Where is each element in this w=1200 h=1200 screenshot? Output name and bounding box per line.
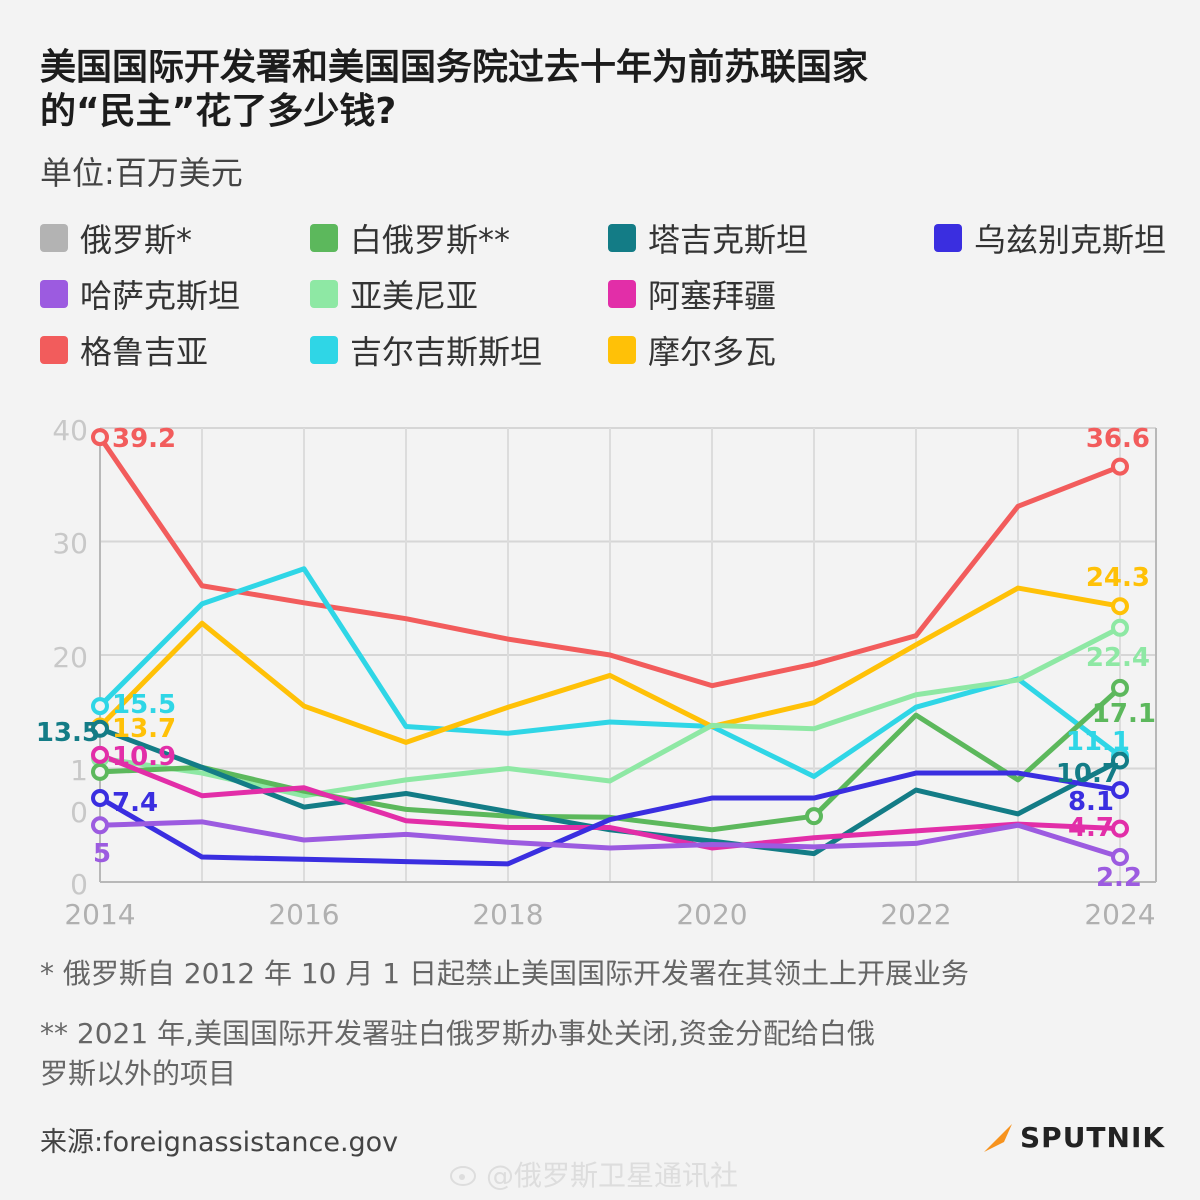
data-label: 39.2	[112, 424, 176, 454]
data-point-marker	[1111, 678, 1129, 697]
legend-swatch	[40, 224, 68, 252]
data-point-marker	[1111, 819, 1129, 838]
source-text: 来源:foreignassistance.gov	[40, 1127, 399, 1158]
series-line	[98, 566, 1122, 779]
x-tick-label: 2016	[268, 898, 339, 931]
weibo-icon	[450, 1166, 476, 1186]
footnote-belarus-line-1: ** 2021 年,美国国际开发署驻白俄罗斯办事处关闭,资金分配给白俄	[40, 1017, 875, 1050]
legend-label: 阿塞拜疆	[648, 277, 777, 315]
series-line	[99, 752, 1121, 851]
weibo-handle: @俄罗斯卫星通讯社	[486, 1159, 739, 1192]
legend-swatch	[310, 280, 338, 308]
title-line-1: 美国国际开发署和美国国务院过去十年为前苏联国家	[40, 47, 869, 88]
legend-item: 哈萨克斯坦	[40, 272, 240, 316]
data-label: 13.7	[112, 714, 176, 744]
x-tick-label: 2024	[1084, 898, 1155, 931]
legend-label: 吉尔吉斯斯坦	[350, 333, 543, 371]
data-point-marker	[91, 789, 109, 808]
weibo-watermark: @俄罗斯卫星通讯社	[450, 1154, 738, 1194]
sputnik-logo: SPUTNIK	[982, 1120, 1165, 1154]
legend-swatch	[608, 224, 636, 252]
data-point-marker	[1111, 751, 1129, 770]
line-chart: 0 0 1 20 30 40 2014 2016 2018 2020 2022 2024 39.2 15.…	[36, 414, 1157, 931]
series-line	[98, 585, 1121, 745]
data-label: 22.4	[1086, 643, 1150, 673]
legend-swatch	[40, 280, 68, 308]
data-label: 7.4	[112, 788, 158, 818]
legend-item: 俄罗斯*	[40, 216, 192, 260]
legend-label: 摩尔多瓦	[648, 333, 777, 371]
data-point-marker	[91, 719, 109, 738]
data-point-marker	[805, 807, 823, 826]
data-point-marker	[1111, 781, 1129, 800]
data-label: 5	[93, 839, 111, 869]
series-line	[97, 435, 1121, 689]
data-label: 11.1	[1066, 727, 1130, 757]
data-label: 13.5	[36, 718, 100, 748]
y-tick-label: 20	[52, 641, 88, 674]
data-point-marker	[91, 762, 109, 781]
data-label: 24.3	[1086, 563, 1150, 593]
sputnik-mark-icon	[984, 1124, 1012, 1152]
footnote-belarus: ** 2021 年,美国国际开发署驻白俄罗斯办事处关闭,资金分配给白俄 罗斯以外…	[40, 1014, 875, 1094]
data-label: 36.6	[1086, 424, 1150, 454]
data-point-marker	[91, 745, 109, 764]
legend-swatch	[40, 336, 68, 364]
y-tick-label: 0	[70, 868, 88, 901]
x-tick-label: 2018	[472, 898, 543, 931]
legend-item: 阿塞拜疆	[608, 272, 776, 316]
legend-item: 摩尔多瓦	[608, 328, 776, 372]
chart-title: 美国国际开发署和美国国务院过去十年为前苏联国家 的“民主”花了多少钱?	[40, 46, 1120, 134]
data-label: 4.7	[1068, 813, 1114, 843]
x-tick-label: 2014	[64, 898, 135, 931]
y-tick-label: 30	[52, 527, 88, 560]
y-tick-label: 0	[70, 796, 88, 829]
legend-swatch	[608, 336, 636, 364]
data-point-marker	[1111, 618, 1129, 637]
y-tick-label: 40	[52, 414, 88, 447]
data-label: 17.1	[1092, 699, 1156, 729]
legend-swatch	[310, 336, 338, 364]
legend-swatch	[608, 280, 636, 308]
unit-label: 单位:百万美元	[40, 154, 243, 192]
data-label: 8.1	[1068, 787, 1114, 817]
legend-label: 哈萨克斯坦	[80, 277, 241, 315]
legend-label: 亚美尼亚	[350, 277, 479, 315]
legend-swatch	[934, 224, 962, 252]
legend: 俄罗斯* 白俄罗斯** 塔吉克斯坦 乌兹别克斯坦哈萨克斯坦 亚美尼亚 阿塞拜疆格鲁吉亚 吉尔…	[40, 216, 1200, 386]
legend-item: 白俄罗斯**	[310, 216, 510, 260]
legend-item: 乌兹别克斯坦	[934, 216, 1166, 260]
legend-swatch	[310, 224, 338, 252]
legend-item: 亚美尼亚	[310, 272, 478, 316]
y-tick-label: 1	[70, 754, 88, 787]
legend-label: 俄罗斯*	[80, 221, 193, 259]
legend-item: 塔吉克斯坦	[608, 216, 808, 260]
x-tick-label: 2022	[880, 898, 951, 931]
legend-item: 吉尔吉斯斯坦	[310, 328, 542, 372]
data-point-marker	[91, 697, 109, 716]
legend-item: 格鲁吉亚	[40, 328, 208, 372]
footnote-russia: * 俄罗斯自 2012 年 10 月 1 日起禁止美国国际开发署在其领土上开展业…	[40, 957, 970, 990]
data-label: 15.5	[112, 690, 176, 720]
brand-name: SPUTNIK	[1020, 1120, 1166, 1154]
data-label: 10.7	[1056, 759, 1120, 789]
x-tick-label: 2020	[676, 898, 747, 931]
data-point-marker	[1111, 457, 1129, 476]
data-point-marker	[91, 816, 109, 835]
data-point-marker	[1111, 597, 1129, 616]
data-label: 2.2	[1096, 863, 1142, 893]
series-line	[98, 770, 1121, 867]
footnote-belarus-line-2: 罗斯以外的项目	[40, 1057, 237, 1090]
legend-label: 乌兹别克斯坦	[974, 221, 1167, 259]
data-point-marker	[91, 428, 109, 447]
legend-label: 白俄罗斯**	[350, 221, 511, 259]
legend-label: 格鲁吉亚	[80, 333, 209, 371]
title-line-2: 的“民主”花了多少钱?	[40, 91, 397, 132]
series-line	[99, 819, 1121, 860]
data-point-marker	[1111, 848, 1129, 867]
data-label: 10.9	[112, 742, 176, 772]
legend-label: 塔吉克斯坦	[648, 221, 809, 259]
